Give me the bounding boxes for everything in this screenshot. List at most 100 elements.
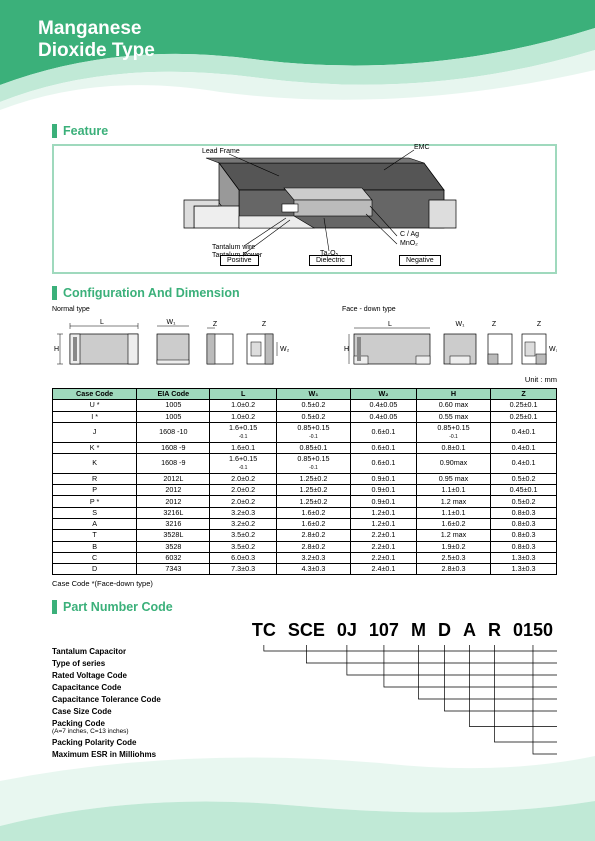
table-cell: 1.1±0.1 [416, 507, 490, 518]
table-header: EIA Code [137, 389, 210, 400]
pn-desc: Packing Code(A=7 inches, C=13 inches) [52, 717, 557, 736]
table-cell: 0.4±0.05 [351, 411, 417, 422]
table-row: T3528L3.5±0.22.8±0.22.2±0.11.2 max0.8±0.… [53, 530, 557, 541]
table-cell: 0.95 max [416, 473, 490, 484]
svg-text:L: L [100, 319, 104, 326]
table-cell: 1.3±0.3 [491, 564, 557, 575]
table-cell: 0.4±0.1 [491, 422, 557, 442]
table-cell: 2.8±0.2 [276, 541, 350, 552]
table-cell: 0.8±0.1 [416, 442, 490, 453]
table-cell: 1005 [137, 411, 210, 422]
legend-negative: Negative [399, 255, 441, 266]
table-cell: 1.2 max [416, 496, 490, 507]
table-cell: 2.2±0.1 [351, 552, 417, 563]
table-row: J1608 -101.6+0.15-0.10.85+0.15-0.10.6±0.… [53, 422, 557, 442]
table-cell: 0.85±0.1 [276, 442, 350, 453]
table-cell: 3216 [137, 518, 210, 529]
partnum-segments: TCSCE0J107MDAR0150 [52, 620, 553, 641]
table-cell: 1608 -9 [137, 453, 210, 473]
table-cell: 0.6±0.1 [351, 422, 417, 442]
table-header: W₂ [351, 389, 417, 400]
table-cell: 0.6±0.1 [351, 453, 417, 473]
table-cell: 0.6±0.1 [351, 442, 417, 453]
table-cell: 0.9±0.1 [351, 485, 417, 496]
pn-segment: D [438, 620, 451, 641]
table-cell: 2.0±0.2 [210, 496, 276, 507]
table-cell: 2012 [137, 485, 210, 496]
table-cell: 0.9±0.1 [351, 473, 417, 484]
table-cell: 2012 [137, 496, 210, 507]
pn-desc: Capacitance Code [52, 681, 557, 693]
table-cell: 0.4±0.1 [491, 453, 557, 473]
table-cell: 7343 [137, 564, 210, 575]
table-row: K *1608 -91.6±0.10.85±0.10.6±0.10.8±0.10… [53, 442, 557, 453]
legend-dielectric: Dielectric [309, 255, 352, 266]
table-cell: 1.6+0.15-0.1 [210, 422, 276, 442]
table-cell: P * [53, 496, 137, 507]
table-row: D73437.3±0.34.3±0.32.4±0.12.8±0.31.3±0.3 [53, 564, 557, 575]
table-cell: 1.6±0.2 [276, 507, 350, 518]
table-cell: 1608 -9 [137, 442, 210, 453]
svg-text:W₁: W₁ [456, 321, 466, 328]
table-cell: 0.5±0.2 [276, 400, 350, 411]
label-lead-frame: Lead Frame [202, 148, 240, 155]
table-cell: 0.85+0.15-0.1 [276, 453, 350, 473]
table-cell: 1.0±0.2 [210, 400, 276, 411]
table-cell: 0.4±0.1 [491, 442, 557, 453]
table-cell: J [53, 422, 137, 442]
table-header: Z [491, 389, 557, 400]
section-feature-title: Feature [63, 124, 108, 138]
table-row: U *10051.0±0.20.5±0.20.4±0.050.60 max0.2… [53, 400, 557, 411]
table-row: B35283.5±0.22.8±0.22.2±0.11.9±0.20.8±0.3 [53, 541, 557, 552]
table-cell: A [53, 518, 137, 529]
table-cell: 3528L [137, 530, 210, 541]
table-cell: 1608 -10 [137, 422, 210, 442]
table-cell: 3.5±0.2 [210, 541, 276, 552]
pn-segment: A [463, 620, 476, 641]
table-cell: 0.90max [416, 453, 490, 473]
table-cell: T [53, 530, 137, 541]
table-cell: 1.25±0.2 [276, 485, 350, 496]
page-title: Manganese Dioxide Type [38, 18, 155, 62]
table-cell: 1.2±0.1 [351, 518, 417, 529]
pn-segment: 107 [369, 620, 399, 641]
table-cell: 2.8±0.3 [416, 564, 490, 575]
table-cell: 1.2±0.1 [351, 507, 417, 518]
table-header: Case Code [53, 389, 137, 400]
table-cell: 2.2±0.1 [351, 530, 417, 541]
table-cell: 0.85+0.15-0.1 [276, 422, 350, 442]
label-cag: C / Ag [400, 231, 419, 238]
table-cell: 2.2±0.1 [351, 541, 417, 552]
table-row: K1608 -91.6+0.15-0.10.85+0.15-0.10.6±0.1… [53, 453, 557, 473]
svg-text:Z: Z [537, 321, 542, 328]
pn-segment: TC [252, 620, 276, 641]
table-cell: 4.3±0.3 [276, 564, 350, 575]
pn-segment: M [411, 620, 426, 641]
table-cell: 0.8±0.3 [491, 541, 557, 552]
label-tantalum-wire: Tantalum wire [212, 244, 255, 251]
table-cell: P [53, 485, 137, 496]
table-cell: 1.25±0.2 [276, 473, 350, 484]
table-cell: 0.85+0.15-0.1 [416, 422, 490, 442]
table-row: C60326.0±0.33.2±0.32.2±0.12.5±0.31.3±0.3 [53, 552, 557, 563]
pn-segment: SCE [288, 620, 325, 641]
table-cell: 3.2±0.2 [210, 518, 276, 529]
table-cell: 2.0±0.2 [210, 473, 276, 484]
table-cell: 6032 [137, 552, 210, 563]
table-row: P *20122.0±0.21.25±0.20.9±0.11.2 max0.5±… [53, 496, 557, 507]
table-cell: 1.6±0.1 [210, 442, 276, 453]
footer-swoosh [0, 751, 595, 841]
label-emc: EMC [414, 144, 430, 151]
table-cell: 0.55 max [416, 411, 490, 422]
table-cell: U * [53, 400, 137, 411]
table-cell: 1.6+0.15-0.1 [210, 453, 276, 473]
table-cell: K [53, 453, 137, 473]
legend-positive: Positive [220, 255, 259, 266]
pn-desc: Rated Voltage Code [52, 669, 557, 681]
table-cell: 2.4±0.1 [351, 564, 417, 575]
pn-desc: Type of series [52, 657, 557, 669]
svg-text:Z: Z [492, 321, 497, 328]
table-cell: 1.1±0.1 [416, 485, 490, 496]
table-cell: 1.2 max [416, 530, 490, 541]
table-cell: 1.6±0.2 [416, 518, 490, 529]
